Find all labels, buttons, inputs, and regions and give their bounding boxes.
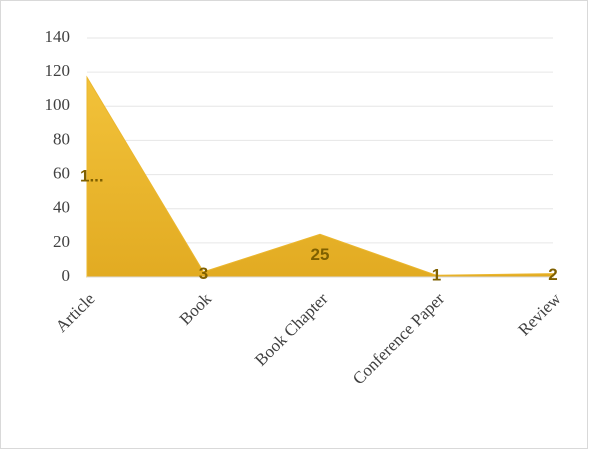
y-tick-label: 100 [45, 95, 71, 114]
area [86, 75, 554, 278]
y-tick-label: 40 [53, 198, 70, 217]
data-label: 25 [311, 245, 330, 264]
y-tick-label: 120 [45, 61, 71, 80]
y-tick-label: 60 [53, 163, 70, 182]
y-tick-label: 20 [53, 232, 70, 251]
data-label: 2 [548, 265, 557, 284]
data-label: 1 [432, 266, 441, 285]
y-tick-label: 140 [45, 27, 71, 46]
y-tick-label: 80 [53, 129, 70, 148]
data-label: 3 [199, 264, 208, 283]
data-label: 1... [80, 167, 104, 186]
y-tick-label: 0 [62, 266, 71, 285]
